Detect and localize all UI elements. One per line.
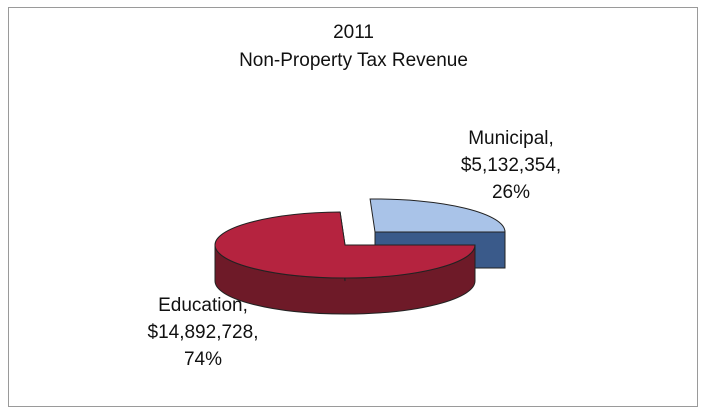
label-municipal: Municipal, $5,132,354, 26% [436, 125, 586, 206]
slice-top-education [214, 211, 476, 279]
chart-title-year: 2011 [333, 22, 374, 43]
label-education-category: Education, [158, 295, 248, 316]
label-education-value: $14,892,728, [147, 322, 259, 343]
label-education: Education, $14,892,728, 74% [128, 292, 278, 373]
label-education-percent: 74% [183, 349, 223, 370]
label-municipal-category: Municipal, [468, 128, 554, 149]
chart-frame [8, 7, 698, 407]
label-municipal-percent: 26% [491, 182, 531, 203]
chart-title: Non-Property Tax Revenue [239, 50, 468, 71]
label-municipal-value: $5,132,354, [460, 155, 562, 176]
slice-top-municipal [369, 198, 506, 233]
